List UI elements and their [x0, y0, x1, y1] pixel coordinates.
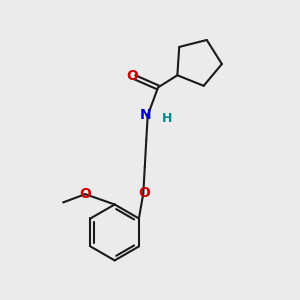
- Text: O: O: [126, 69, 138, 83]
- Text: O: O: [138, 186, 150, 200]
- Text: N: N: [140, 108, 151, 122]
- Text: O: O: [79, 187, 91, 201]
- Text: H: H: [162, 112, 172, 125]
